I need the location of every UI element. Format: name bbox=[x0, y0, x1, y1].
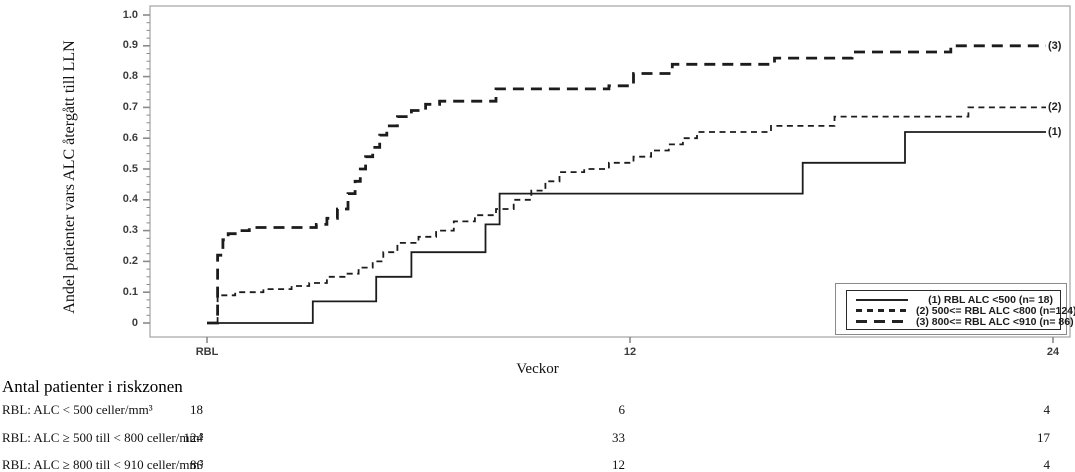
y-tick-label-0.5: 0.5 bbox=[122, 162, 138, 175]
curve-2 bbox=[207, 106, 1046, 324]
x-axis-title: Veckor bbox=[516, 361, 559, 377]
y-tick-label-1.0: 1.0 bbox=[122, 8, 138, 21]
risk-row-1-week24-count: 4 bbox=[1043, 402, 1051, 417]
y-tick-label-0.1: 0.1 bbox=[122, 285, 138, 298]
y-tick-label-0.8: 0.8 bbox=[122, 70, 138, 83]
legend-row-3: (3) 800<= RBL ALC <910 (n= 86) bbox=[856, 316, 1074, 328]
y-tick-label-0: 0 bbox=[131, 316, 138, 329]
risk-row-2-week24-count: 17 bbox=[1037, 430, 1050, 445]
legend-frame: (1) RBL ALC <500 (n= 18) (2) 500<= RBL A… bbox=[846, 290, 1075, 330]
risk-row-3-baseline-count: 86 bbox=[190, 457, 203, 472]
legend-solid-line-sample bbox=[856, 298, 908, 301]
risk-row-1-label: RBL: ALC < 500 celler/mm³ bbox=[2, 402, 153, 417]
legend-long-dash-line-sample bbox=[856, 320, 908, 323]
y-tick-label-0.2: 0.2 bbox=[122, 254, 138, 267]
curve-1-end-label: (1) bbox=[1048, 126, 1062, 138]
y-tick-label-0.9: 0.9 bbox=[122, 39, 138, 52]
risk-row-3-week24-count: 4 bbox=[1043, 457, 1051, 472]
risk-row-1-week12-count: 6 bbox=[618, 402, 626, 417]
risk-row-3-week12-count: 12 bbox=[612, 457, 625, 472]
x-tick-label-RBL: RBL bbox=[195, 346, 219, 358]
curve-1 bbox=[207, 131, 1046, 324]
legend-short-dash-line-sample bbox=[856, 309, 908, 312]
legend-label-3: (3) 800<= RBL ALC <910 (n= 86) bbox=[916, 315, 1074, 328]
risk-row-2-baseline-count: 124 bbox=[183, 430, 204, 445]
legend-row-1: (1) RBL ALC <500 (n= 18) bbox=[856, 293, 1053, 306]
plot-frame bbox=[149, 5, 1071, 338]
risk-row-1-baseline-count: 18 bbox=[190, 402, 203, 417]
legend-row-2: (2) 500<= RBL ALC <800 (n=124) bbox=[856, 305, 1075, 317]
y-tick-label-0.7: 0.7 bbox=[122, 100, 138, 113]
x-tick-label-24: 24 bbox=[1046, 346, 1060, 358]
legend-label-2: (2) 500<= RBL ALC <800 (n=124) bbox=[916, 304, 1075, 317]
risk-row-3-label: RBL: ALC ≥ 800 till < 910 celler/mm³ bbox=[2, 457, 204, 472]
risk-table-heading: Antal patienter i riskzonen bbox=[2, 377, 183, 396]
risk-row-2-label: RBL: ALC ≥ 500 till < 800 celler/mm³ bbox=[2, 430, 204, 445]
curve-2-end-label: (2) bbox=[1048, 101, 1062, 113]
curve-3 bbox=[207, 44, 1046, 325]
legend: (1) RBL ALC <500 (n= 18) (2) 500<= RBL A… bbox=[835, 283, 1075, 335]
y-axis-title: Andel patienter vars ALC återgått till L… bbox=[61, 40, 78, 314]
x-tick-label-12: 12 bbox=[623, 346, 637, 358]
legend-label-1: (1) RBL ALC <500 (n= 18) bbox=[928, 293, 1053, 306]
y-tick-label-0.3: 0.3 bbox=[122, 224, 138, 237]
y-tick-label-0.6: 0.6 bbox=[122, 131, 138, 144]
curve-3-end-label: (3) bbox=[1048, 40, 1062, 52]
y-tick-label-0.4: 0.4 bbox=[122, 193, 138, 206]
risk-row-2-week12-count: 33 bbox=[612, 430, 625, 445]
